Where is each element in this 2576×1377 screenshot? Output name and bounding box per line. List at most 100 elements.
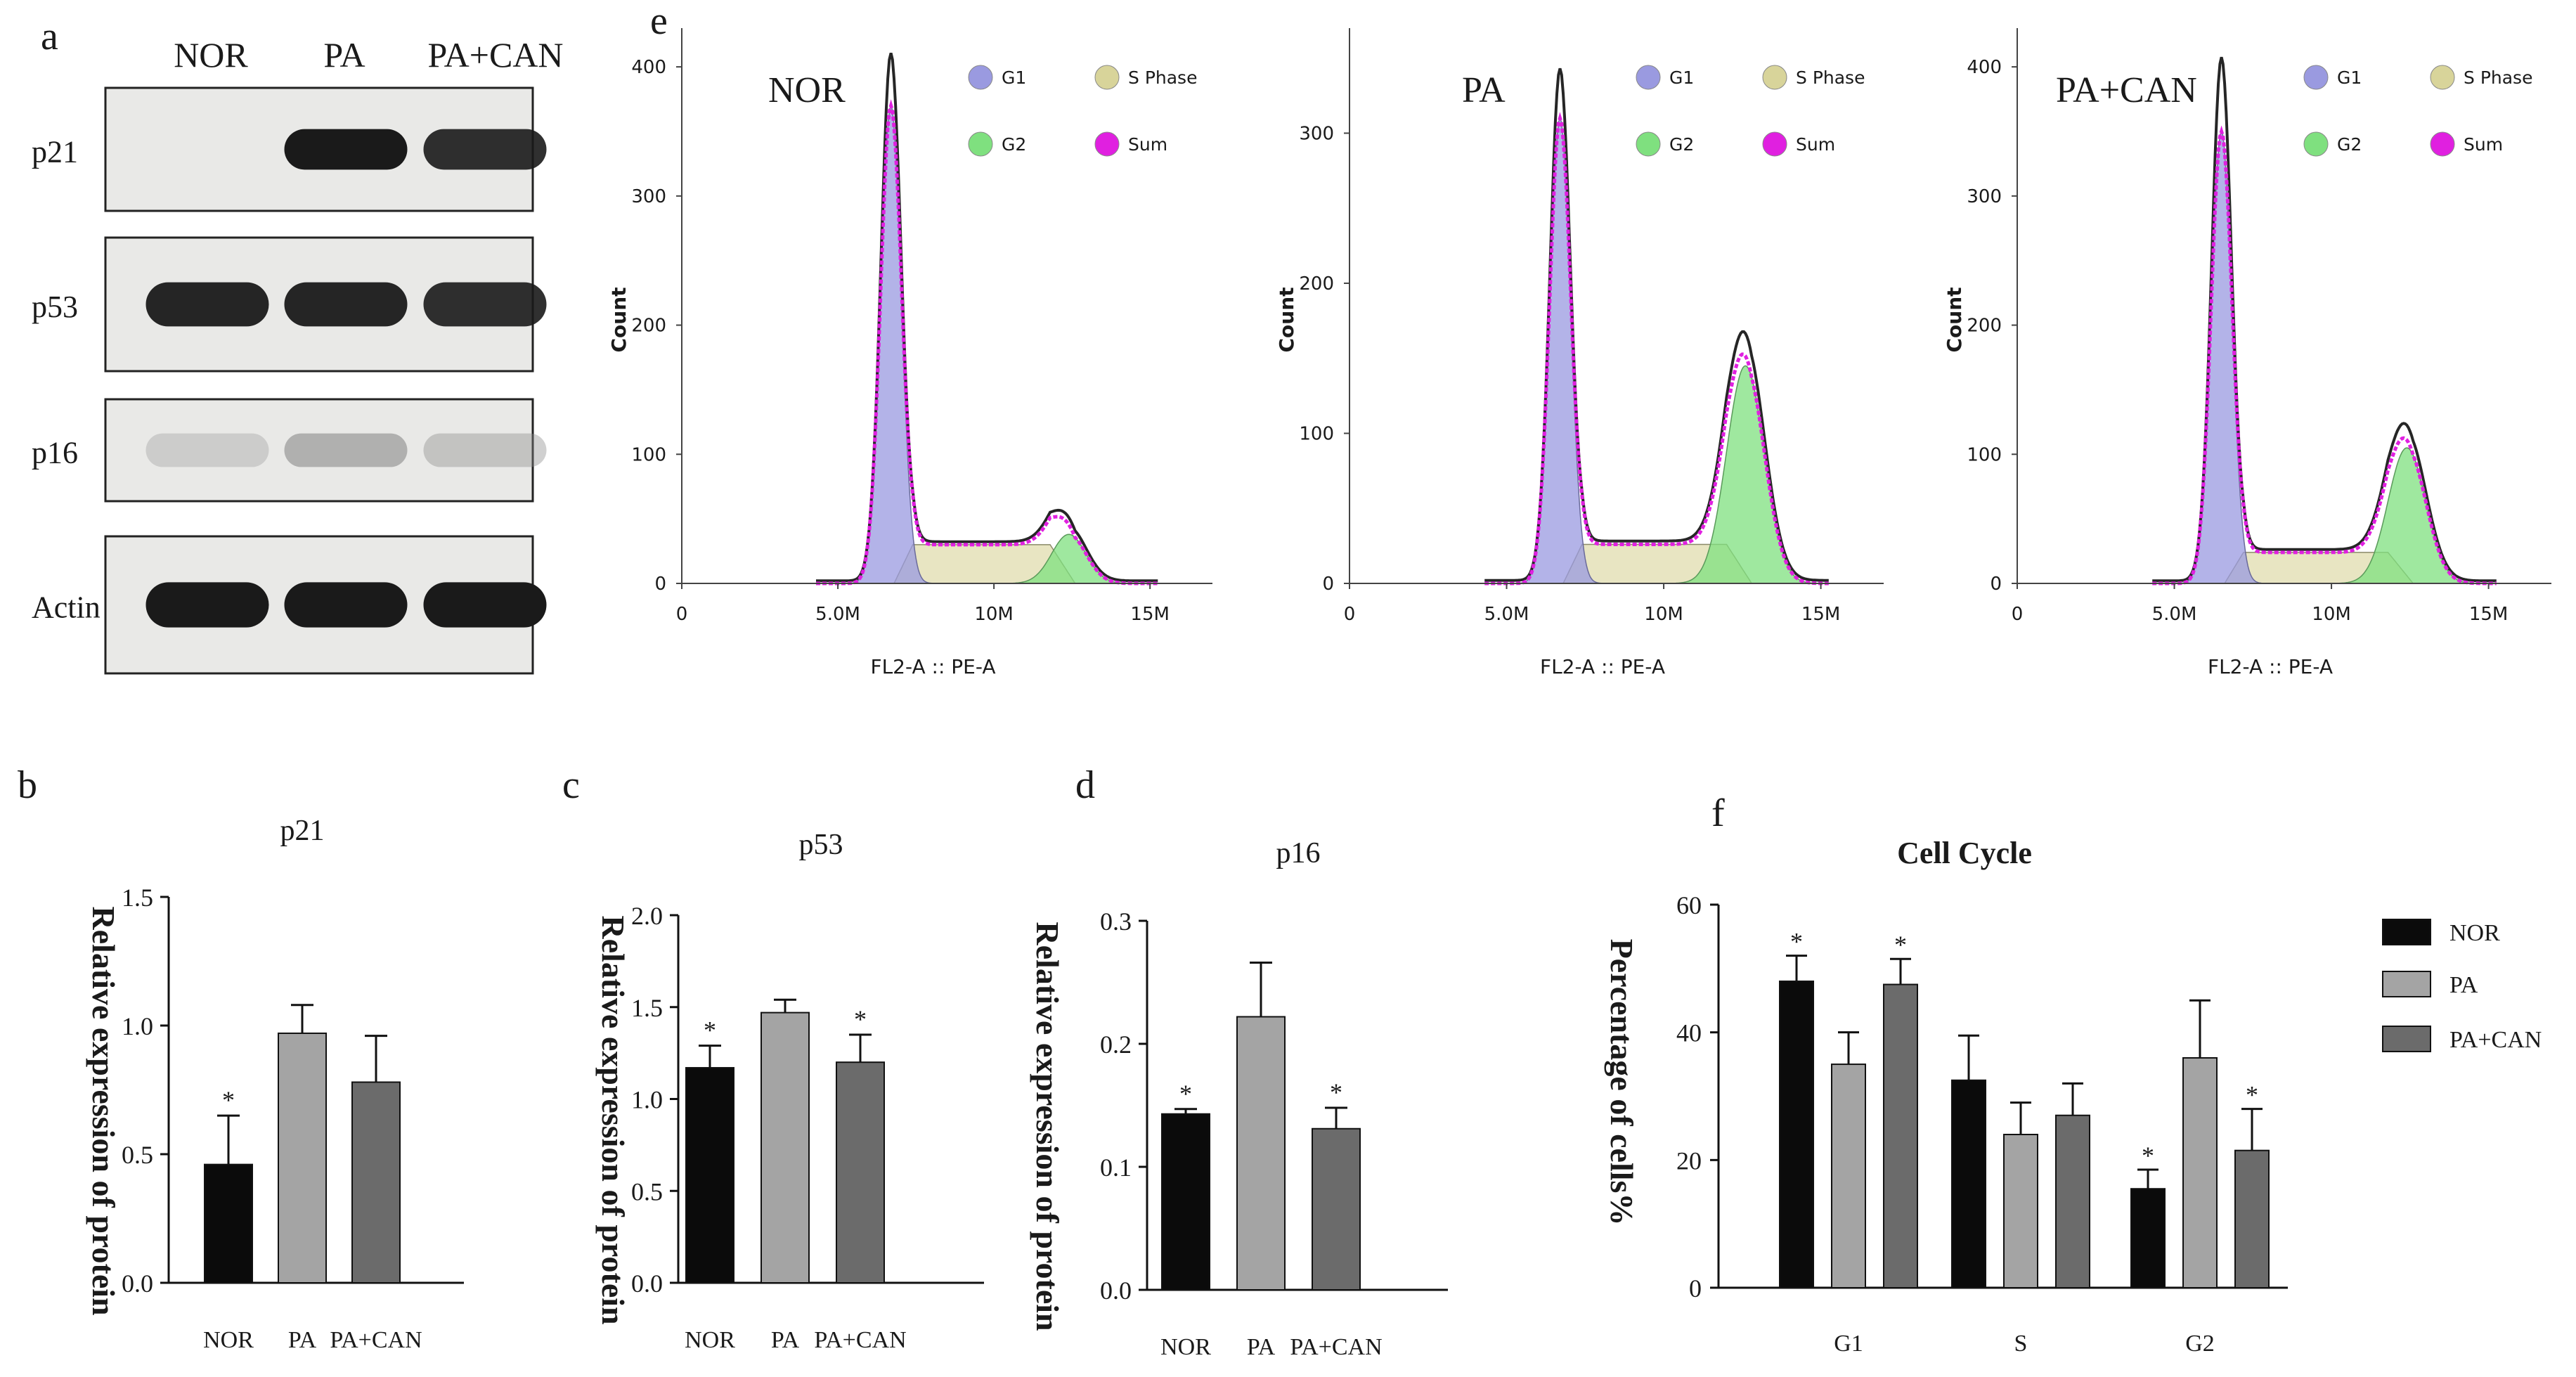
- chart-title: Cell Cycle: [1897, 836, 2032, 870]
- flow-legend-label: S Phase: [1796, 67, 1865, 88]
- x-tick-label: S: [2014, 1331, 2028, 1357]
- legend-label: PA: [2449, 972, 2478, 998]
- flow-legend-marker: [1636, 131, 1661, 157]
- panel-label-f: f: [1711, 791, 1725, 835]
- flow-y-tick-label: 400: [1967, 57, 2002, 78]
- flow-x-tick-label: 10M: [2312, 604, 2351, 625]
- flow-legend-label: G1: [1669, 67, 1694, 88]
- bar: [351, 1081, 401, 1284]
- blot-band: [423, 582, 547, 628]
- y-tick-label: 20: [1676, 1146, 1702, 1175]
- flow-g1-area: [841, 103, 941, 584]
- bar: [760, 1011, 810, 1284]
- y-tick-label: 2.0: [631, 902, 663, 930]
- panel-label-d: d: [1075, 763, 1095, 807]
- legend-label: PA+CAN: [2449, 1027, 2542, 1053]
- flow-y-tick-label: 0: [1990, 574, 2002, 595]
- flow-legend-marker: [968, 65, 993, 90]
- flow-x-tick-label: 0: [1344, 604, 1356, 625]
- flow-legend-label: G2: [2337, 134, 2362, 155]
- bar: [2055, 1114, 2090, 1288]
- significance-marker: *: [1894, 931, 1907, 959]
- flow-legend-marker: [2303, 65, 2329, 90]
- flow-legend-label: G2: [1669, 134, 1694, 155]
- flow-y-tick-label: 100: [631, 444, 666, 465]
- chart-title: p21: [280, 815, 325, 847]
- x-tick-label: G2: [2185, 1331, 2215, 1357]
- y-tick-label: 0.1: [1100, 1153, 1132, 1182]
- flow-y-axis-label: Count: [1275, 287, 1298, 352]
- blot-band: [284, 582, 408, 628]
- flow-sum-line: [816, 99, 1158, 586]
- bar: [2182, 1057, 2218, 1288]
- flow-sum-line: [1484, 112, 1829, 586]
- flow-y-tick-label: 100: [1299, 423, 1334, 444]
- blot-band: [423, 433, 547, 467]
- flow-y-tick-label: 200: [631, 316, 666, 337]
- y-tick-label: 1.0: [631, 1086, 663, 1114]
- flow-legend-marker: [1762, 65, 1787, 90]
- blot-band: [423, 129, 547, 170]
- bar: [2234, 1149, 2270, 1289]
- flow-x-tick-label: 0: [676, 604, 688, 625]
- flow-legend-label: S Phase: [1128, 67, 1197, 88]
- y-tick-label: 1.5: [122, 884, 153, 912]
- blot-column-label: PA: [323, 35, 365, 75]
- bar: [1779, 981, 1814, 1288]
- flow-x-tick-label: 5.0M: [1484, 604, 1529, 625]
- blot-band: [284, 282, 408, 327]
- blot-band: [284, 433, 408, 467]
- flow-y-tick-label: 200: [1967, 316, 2002, 337]
- significance-marker: *: [1790, 928, 1803, 956]
- flow-panel-title: PA+CAN: [2056, 70, 2197, 110]
- x-tick-label: PA+CAN: [1290, 1334, 1382, 1360]
- flow-y-tick-label: 300: [631, 186, 666, 207]
- significance-marker: *: [704, 1016, 716, 1045]
- y-axis-label: Relative expression of protein: [595, 915, 631, 1324]
- flow-x-tick-label: 15M: [2469, 604, 2509, 625]
- flow-legend-marker: [968, 131, 993, 157]
- bar: [2003, 1134, 2038, 1288]
- significance-marker: *: [2142, 1142, 2154, 1170]
- bar-chart-p53: p53 Relative expression of protein 0.0 0.5 1…: [595, 829, 984, 1353]
- y-tick-label: 0.2: [1100, 1030, 1132, 1059]
- blot-band: [284, 129, 408, 170]
- significance-marker: *: [2246, 1081, 2258, 1109]
- flow-y-tick-label: 300: [1967, 186, 2002, 207]
- legend-swatch: [2382, 919, 2431, 945]
- flow-legend-label: G1: [2337, 67, 2362, 88]
- flow-legend-marker: [2303, 131, 2329, 157]
- x-tick-label: PA: [1247, 1334, 1276, 1360]
- blot-column-label: NOR: [174, 35, 248, 75]
- x-tick-label: NOR: [203, 1327, 254, 1353]
- flow-legend-marker: [1094, 65, 1120, 90]
- y-tick-label: 0.0: [631, 1269, 663, 1298]
- significance-marker: *: [222, 1086, 235, 1114]
- flow-y-tick-label: 300: [1299, 123, 1334, 144]
- blot-band: [423, 282, 547, 327]
- x-tick-label: NOR: [1160, 1334, 1211, 1360]
- panel-label-b: b: [18, 763, 37, 807]
- bar: [278, 1032, 327, 1284]
- flow-legend-marker: [1762, 131, 1787, 157]
- flow-x-tick-label: 5.0M: [2152, 604, 2197, 625]
- blot-column-label: PA+CAN: [427, 35, 563, 75]
- flow-legend-label: G2: [1002, 134, 1026, 155]
- y-axis-label: Relative expression of protein: [86, 906, 122, 1315]
- flow-y-tick-label: 200: [1299, 273, 1334, 295]
- x-tick-label: PA: [288, 1327, 317, 1353]
- bar: [1883, 983, 1918, 1288]
- flow-legend-label: S Phase: [2464, 67, 2532, 88]
- y-tick-label: 60: [1676, 891, 1702, 919]
- blot-band: [145, 433, 269, 467]
- western-blot: NOR PA PA+CAN p21 p53 p16 Actin: [32, 35, 564, 675]
- flow-legend-label: Sum: [1128, 134, 1167, 155]
- significance-marker: *: [1179, 1080, 1192, 1108]
- bar-chart-cell-cycle: Cell Cycle Percentage of cells% 0 20 40 60 G1 *…: [1604, 836, 2542, 1357]
- bar: [1161, 1113, 1210, 1291]
- legend-swatch: [2382, 1026, 2431, 1052]
